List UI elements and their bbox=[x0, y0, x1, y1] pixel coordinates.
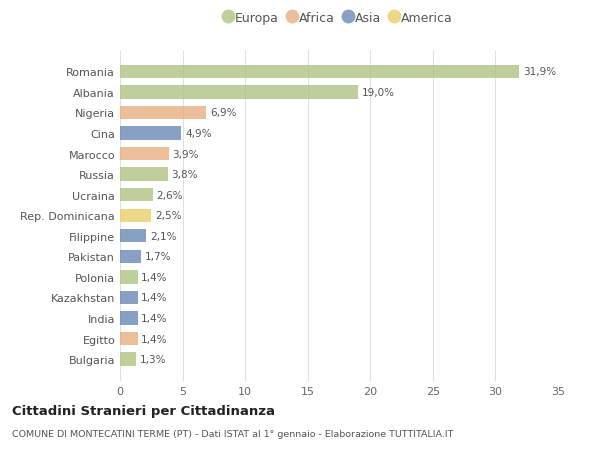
Text: 1,4%: 1,4% bbox=[141, 334, 168, 344]
Bar bbox=[120, 209, 151, 223]
Text: 31,9%: 31,9% bbox=[523, 67, 556, 77]
Text: 2,1%: 2,1% bbox=[150, 231, 176, 241]
Text: 6,9%: 6,9% bbox=[210, 108, 236, 118]
Bar bbox=[120, 147, 169, 161]
Bar bbox=[120, 168, 167, 181]
Text: 1,7%: 1,7% bbox=[145, 252, 172, 262]
Bar bbox=[120, 86, 358, 99]
Bar bbox=[120, 127, 181, 140]
Bar bbox=[120, 271, 137, 284]
Bar bbox=[120, 353, 136, 366]
Text: Cittadini Stranieri per Cittadinanza: Cittadini Stranieri per Cittadinanza bbox=[12, 404, 275, 417]
Text: 2,5%: 2,5% bbox=[155, 211, 182, 221]
Text: 3,9%: 3,9% bbox=[173, 149, 199, 159]
Text: 4,9%: 4,9% bbox=[185, 129, 212, 139]
Text: 1,4%: 1,4% bbox=[141, 293, 168, 303]
Bar bbox=[120, 230, 146, 243]
Text: 3,8%: 3,8% bbox=[172, 170, 198, 180]
Bar bbox=[120, 291, 137, 304]
Text: 1,3%: 1,3% bbox=[140, 354, 167, 364]
Bar bbox=[120, 250, 141, 263]
Legend: Europa, Africa, Asia, America: Europa, Africa, Asia, America bbox=[220, 7, 458, 30]
Text: 2,6%: 2,6% bbox=[156, 190, 183, 200]
Text: 1,4%: 1,4% bbox=[141, 272, 168, 282]
Text: 1,4%: 1,4% bbox=[141, 313, 168, 323]
Bar bbox=[120, 66, 519, 79]
Bar bbox=[120, 189, 152, 202]
Bar bbox=[120, 332, 137, 346]
Bar bbox=[120, 312, 137, 325]
Bar bbox=[120, 106, 206, 120]
Text: 19,0%: 19,0% bbox=[362, 88, 395, 98]
Text: COMUNE DI MONTECATINI TERME (PT) - Dati ISTAT al 1° gennaio - Elaborazione TUTTI: COMUNE DI MONTECATINI TERME (PT) - Dati … bbox=[12, 429, 454, 438]
